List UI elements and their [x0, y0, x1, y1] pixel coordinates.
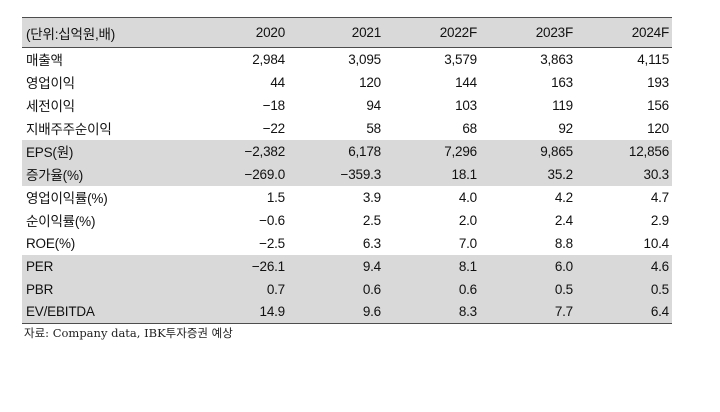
table-row: 세전이익 −18 94 103 119 156 [22, 94, 672, 117]
year-header: 2021 [288, 17, 384, 48]
table-cell: 120 [647, 120, 669, 136]
table-row: 영업이익 44 120 144 163 193 [22, 71, 672, 94]
year-header: 2023F [480, 17, 576, 48]
financial-summary-table-container: (단위:십억원,배) 2020 2021 2022F 2023F 2024F 매… [22, 17, 672, 324]
table-cell: 92 [558, 120, 573, 136]
table-cell: −0.6 [259, 212, 285, 228]
table-cell: 4.6 [650, 258, 669, 274]
table-cell: 4.7 [650, 189, 669, 205]
table-row: PBR 0.7 0.6 0.6 0.5 0.5 [22, 277, 672, 301]
row-label: ROE(%) [26, 235, 76, 251]
table-cell: 3.9 [362, 189, 381, 205]
table-cell: 14.9 [192, 300, 288, 324]
table-cell: −359.3 [340, 166, 382, 182]
table-cell: 8.8 [554, 235, 573, 251]
table-cell: 30.3 [643, 166, 670, 182]
table-cell: 0.7 [266, 281, 285, 297]
table-cell: 94 [366, 97, 381, 113]
table-cell: 9.4 [362, 258, 381, 274]
table-cell: 144 [455, 74, 477, 90]
table-cell: 12,856 [628, 143, 669, 159]
table-cell: 4.0 [458, 189, 477, 205]
table-cell: 0.5 [650, 281, 669, 297]
table-cell: 163 [551, 74, 573, 90]
table-cell: −26.1 [251, 258, 285, 274]
table-cell: 2.4 [554, 212, 573, 228]
table-cell: 119 [552, 97, 573, 113]
table-cell: 120 [359, 74, 381, 90]
table-cell: 1.5 [266, 189, 285, 205]
table-header-row: (단위:십억원,배) 2020 2021 2022F 2023F 2024F [22, 17, 672, 48]
table-cell: 3,579 [444, 51, 477, 67]
table-row: EV/EBITDA 14.9 9.6 8.3 7.7 6.4 [22, 300, 672, 324]
table-cell: 103 [455, 97, 477, 113]
table-cell: −2.5 [259, 235, 285, 251]
table-cell: 2.9 [650, 212, 669, 228]
table-row: 매출액 2,984 3,095 3,579 3,863 4,115 [22, 48, 672, 71]
table-cell: 3,863 [540, 51, 573, 67]
table-cell: 35.2 [547, 166, 574, 182]
row-label: 순이익률(%) [26, 214, 96, 229]
table-body: 매출액 2,984 3,095 3,579 3,863 4,115 영업이익 44 120 144… [22, 48, 672, 324]
source-note: 자료: Company data, IBK투자증권 예상 [24, 326, 233, 340]
row-label: EPS(원) [26, 145, 74, 160]
table-cell: 2,984 [252, 51, 285, 67]
row-label: 증가율(%) [26, 168, 84, 183]
table-cell: −269.0 [244, 166, 286, 182]
row-label: PBR [26, 281, 54, 297]
table-cell: 6.4 [576, 300, 672, 324]
table-cell: 8.3 [384, 300, 480, 324]
table-row: 순이익률(%) −0.6 2.5 2.0 2.4 2.9 [22, 209, 672, 232]
unit-label: (단위:십억원,배) [22, 17, 192, 48]
table-cell: 8.1 [458, 258, 477, 274]
table-cell: 0.6 [362, 281, 381, 297]
table-cell: 6,178 [348, 143, 381, 159]
table-row: 영업이익률(%) 1.5 3.9 4.0 4.2 4.7 [22, 186, 672, 209]
table-cell: 6.0 [554, 258, 573, 274]
table-row: ROE(%) −2.5 6.3 7.0 8.8 10.4 [22, 232, 672, 255]
year-header: 2022F [384, 17, 480, 48]
table-row: 지배주주순이익 −22 58 68 92 120 [22, 117, 672, 140]
table-cell: 9.6 [288, 300, 384, 324]
table-cell: 7.0 [458, 235, 477, 251]
table-cell: 4.2 [554, 189, 573, 205]
table-cell: 6.3 [362, 235, 381, 251]
table-cell: −18 [262, 97, 286, 113]
table-cell: 44 [270, 74, 285, 90]
table-cell: 4,115 [637, 51, 669, 67]
row-label: EV/EBITDA [22, 300, 192, 324]
row-label: 지배주주순이익 [26, 122, 112, 137]
table-cell: 7,296 [444, 143, 477, 159]
table-cell: −22 [262, 120, 286, 136]
table-cell: 9,865 [540, 143, 573, 159]
year-header: 2020 [192, 17, 288, 48]
row-label: PER [26, 258, 54, 274]
table-cell: 58 [366, 120, 381, 136]
table-cell: 0.5 [554, 281, 573, 297]
row-label: 매출액 [26, 53, 63, 69]
table-cell: 7.7 [480, 300, 576, 324]
table-row: 증가율(%) −269.0 −359.3 18.1 35.2 30.3 [22, 162, 672, 186]
year-header: 2024F [576, 17, 672, 48]
table-cell: 10.4 [643, 235, 670, 251]
row-label: 영업이익률(%) [26, 191, 108, 206]
table-row: EPS(원) −2,382 6,178 7,296 9,865 12,856 [22, 139, 672, 163]
table-cell: 0.6 [458, 281, 477, 297]
table-cell: −2,382 [244, 143, 286, 159]
table-cell: 2.5 [362, 212, 381, 228]
table-cell: 3,095 [348, 51, 381, 67]
table-cell: 156 [647, 97, 669, 113]
table-row: PER −26.1 9.4 8.1 6.0 4.6 [22, 254, 672, 278]
table-cell: 2.0 [458, 212, 477, 228]
table-cell: 68 [462, 120, 477, 136]
row-label: 영업이익 [26, 76, 75, 91]
table-cell: 193 [647, 74, 669, 90]
row-label: 세전이익 [26, 99, 75, 114]
financial-summary-table: (단위:십억원,배) 2020 2021 2022F 2023F 2024F 매… [22, 17, 672, 324]
table-cell: 18.1 [451, 166, 478, 182]
